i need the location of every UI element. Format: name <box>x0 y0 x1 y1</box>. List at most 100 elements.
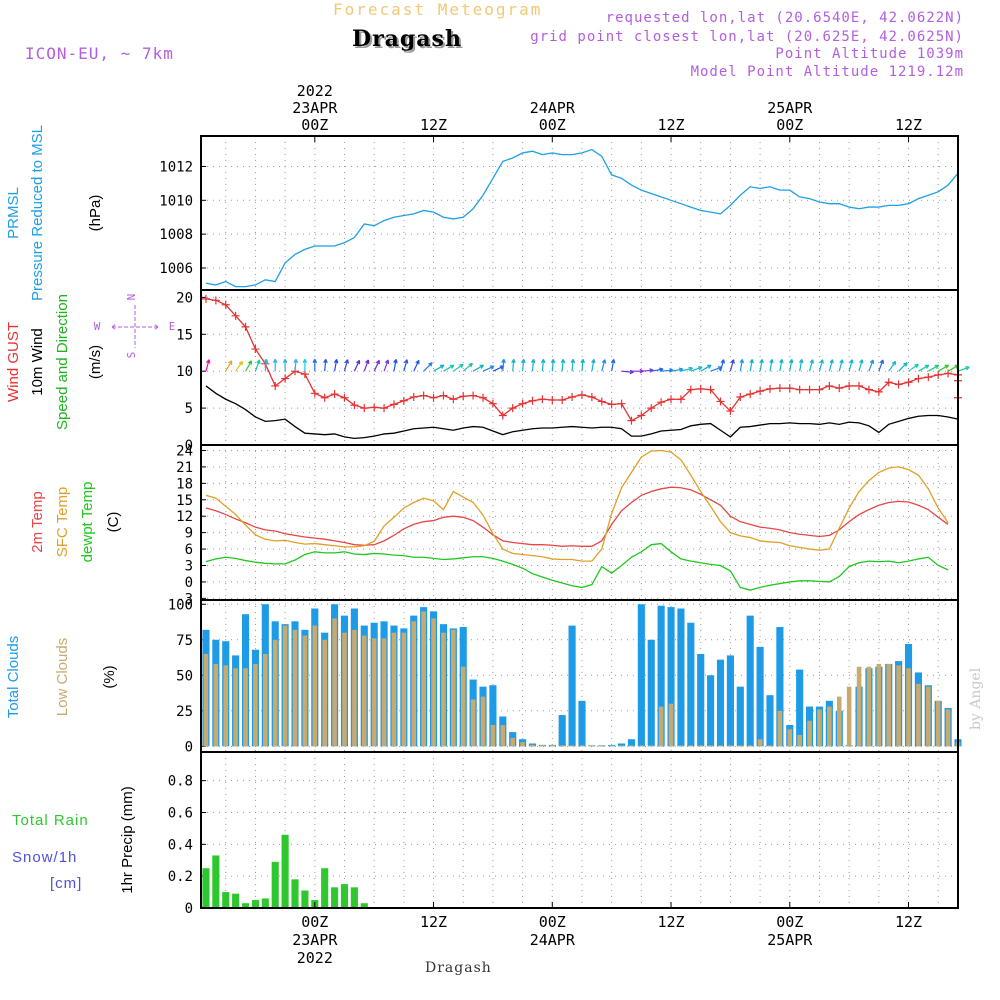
y-tick-label: 20 <box>176 290 193 306</box>
total-cloud-bar <box>568 625 576 747</box>
time-label-top: 00Z <box>539 116 566 134</box>
series-line <box>205 542 949 591</box>
wind-arrow <box>560 358 566 372</box>
gust-marker <box>459 392 468 401</box>
time-label-top: 24APR <box>530 99 576 117</box>
gust-marker <box>746 390 755 399</box>
rain-bar <box>261 898 269 908</box>
low-cloud-bar <box>886 663 892 747</box>
y-tick-label: 0.8 <box>168 774 193 790</box>
low-cloud-bar <box>945 709 951 747</box>
gust-marker <box>825 381 834 390</box>
y-axis-label: 1hr Precip (mm) <box>119 786 136 894</box>
wind-arrow <box>293 358 299 372</box>
low-cloud-bar <box>738 745 743 747</box>
wind-arrow <box>383 359 390 372</box>
time-label-bottom: 23APR <box>292 931 338 949</box>
y-tick-label: 75 <box>176 633 193 649</box>
low-cloud-bar <box>708 745 713 747</box>
wind-arrow <box>947 364 959 372</box>
y-tick-label: 18 <box>176 476 193 492</box>
low-cloud-bar <box>233 668 238 747</box>
low-cloud-bar <box>807 720 812 747</box>
total-cloud-bar <box>756 646 764 747</box>
low-cloud-bar <box>866 666 872 747</box>
rain-bar <box>281 834 289 908</box>
total-cloud-bar <box>489 685 497 747</box>
y-tick-label: 6 <box>185 542 193 558</box>
low-cloud-bar <box>540 744 545 747</box>
total-cloud-bar <box>746 615 754 747</box>
time-label-top: 12Z <box>657 116 684 134</box>
gust-marker <box>597 397 606 406</box>
wind-arrow <box>868 359 875 372</box>
total-cloud-bar <box>558 715 566 747</box>
low-cloud-bar <box>678 745 684 747</box>
y-tick-label: 0 <box>185 575 193 591</box>
gust-marker <box>647 404 656 413</box>
wind-arrow <box>550 358 556 372</box>
y-tick-label: 50 <box>176 668 193 684</box>
wind-arrow <box>521 358 526 372</box>
gust-marker <box>894 380 903 389</box>
wind-arrow <box>957 366 970 372</box>
gust-marker <box>281 374 290 383</box>
wind-arrow <box>719 359 725 372</box>
y-axis-label: (m/s) <box>87 345 104 379</box>
wind-arrow <box>272 358 278 372</box>
y-axis-label: Low Clouds <box>54 638 71 716</box>
low-cloud-bar <box>916 683 921 747</box>
total-cloud-bar <box>647 639 655 747</box>
legend-snow: Snow/1h <box>12 849 77 866</box>
series-line <box>205 385 959 440</box>
time-label-bottom: 25APR <box>767 931 813 949</box>
total-cloud-bar <box>726 655 734 747</box>
gust-marker <box>211 296 220 305</box>
compass-e: E <box>169 320 176 333</box>
total-cloud-bar <box>657 605 665 747</box>
y-tick-label: 15 <box>176 327 193 343</box>
low-cloud-bar <box>609 745 614 747</box>
rain-bar <box>321 868 329 908</box>
y-tick-label: 21 <box>176 460 193 476</box>
gust-marker <box>904 378 913 387</box>
time-label-top: 12Z <box>895 116 922 134</box>
low-cloud-bar <box>579 745 585 747</box>
wind-arrow <box>333 359 339 372</box>
legend-rain: Total Rain <box>12 812 89 829</box>
low-cloud-bar <box>500 725 506 747</box>
gust-marker <box>488 399 497 408</box>
gust-marker <box>884 378 893 387</box>
gust-marker <box>864 385 873 394</box>
wind-arrow <box>225 360 233 372</box>
gust-marker <box>617 399 626 408</box>
wind-arrow <box>245 360 253 372</box>
gust-marker <box>409 393 418 402</box>
low-cloud-bar <box>530 744 535 747</box>
wind-arrow <box>323 358 328 372</box>
low-cloud-bar <box>698 745 703 747</box>
low-cloud-bar <box>371 638 377 747</box>
wind-arrow <box>205 359 211 372</box>
rain-bar <box>222 892 230 908</box>
watermark: by Angel <box>968 667 984 730</box>
wind-arrow <box>591 359 596 372</box>
low-cloud-bar <box>263 653 268 747</box>
wind-arrow <box>530 358 536 372</box>
time-label-top: 00Z <box>301 116 328 134</box>
wind-arrow <box>443 364 455 372</box>
gust-marker <box>498 411 507 420</box>
gust-marker <box>221 300 230 309</box>
wind-arrow <box>413 359 420 372</box>
total-cloud-bar <box>716 659 725 747</box>
y-tick-label: 1008 <box>159 227 193 243</box>
low-cloud-bar <box>629 745 634 747</box>
gust-marker <box>775 384 784 393</box>
low-cloud-bar <box>817 709 822 747</box>
wind-arrow <box>254 359 261 372</box>
y-tick-label: 0.4 <box>168 837 193 853</box>
gust-marker <box>419 391 428 400</box>
series-line <box>205 486 949 547</box>
y-axis-label: (%) <box>101 665 118 688</box>
low-cloud-bar <box>342 632 347 747</box>
